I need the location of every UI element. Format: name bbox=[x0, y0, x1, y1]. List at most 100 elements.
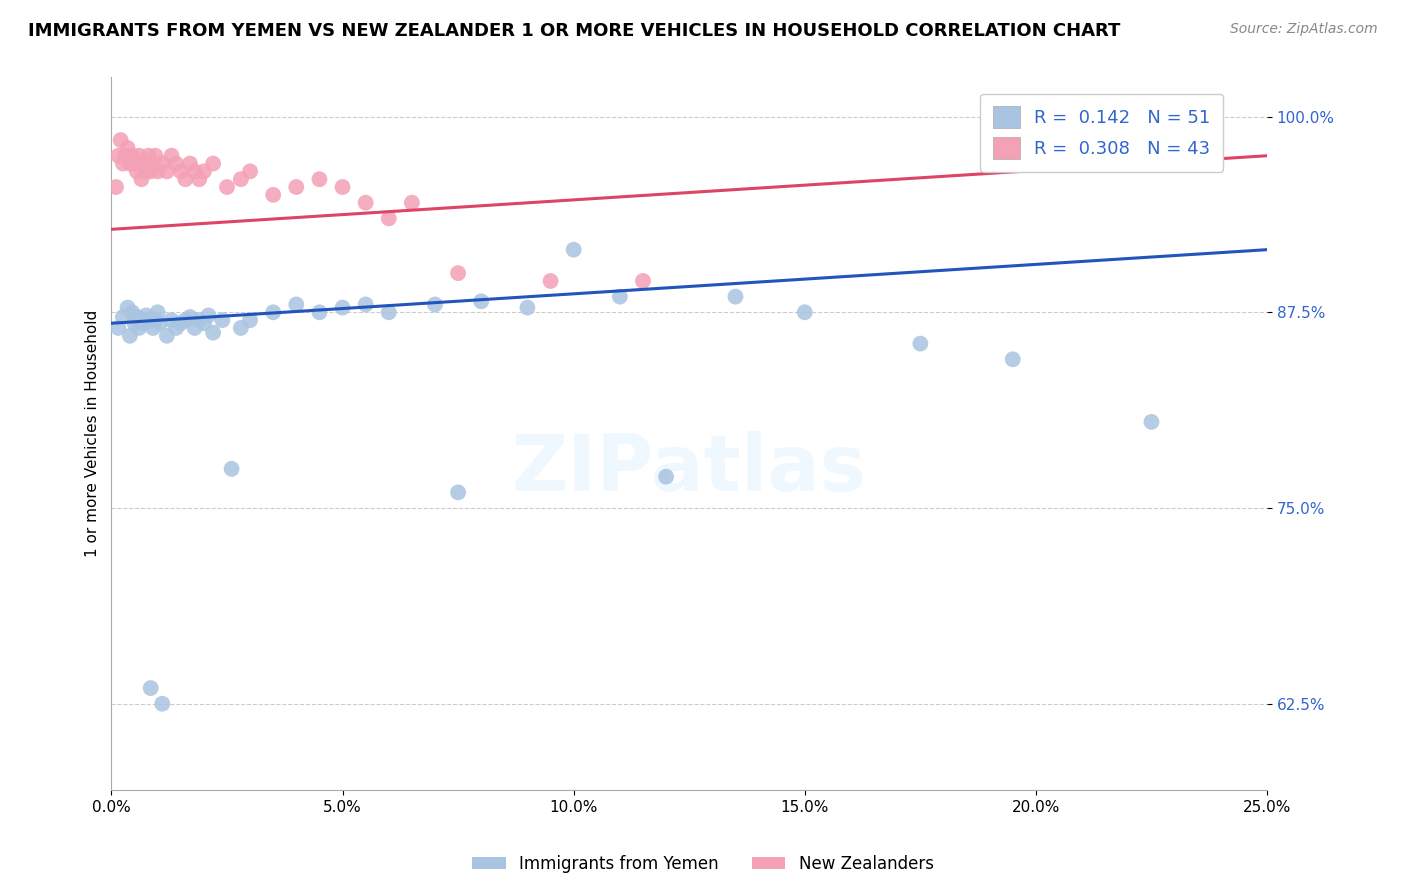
Text: Source: ZipAtlas.com: Source: ZipAtlas.com bbox=[1230, 22, 1378, 37]
Point bbox=[193, 164, 215, 178]
Point bbox=[655, 469, 678, 483]
Point bbox=[179, 310, 201, 324]
Point bbox=[516, 301, 538, 315]
Point bbox=[215, 180, 238, 194]
Point bbox=[378, 305, 401, 319]
Point bbox=[105, 180, 128, 194]
Point bbox=[160, 149, 183, 163]
Point bbox=[188, 313, 211, 327]
Point bbox=[165, 156, 187, 170]
Legend: Immigrants from Yemen, New Zealanders: Immigrants from Yemen, New Zealanders bbox=[465, 848, 941, 880]
Point bbox=[262, 305, 284, 319]
Point bbox=[378, 211, 401, 226]
Point bbox=[150, 697, 173, 711]
Point bbox=[183, 321, 205, 335]
Point bbox=[125, 164, 148, 178]
Point bbox=[125, 310, 148, 324]
Point bbox=[188, 172, 211, 186]
Point bbox=[202, 326, 225, 340]
Point bbox=[308, 172, 330, 186]
Point bbox=[239, 164, 262, 178]
Point bbox=[174, 172, 197, 186]
Point bbox=[183, 164, 205, 178]
Point bbox=[139, 164, 162, 178]
Point bbox=[423, 297, 446, 311]
Point bbox=[156, 164, 179, 178]
Point bbox=[285, 180, 308, 194]
Point bbox=[332, 301, 354, 315]
Point bbox=[285, 297, 308, 311]
Point bbox=[540, 274, 562, 288]
Point bbox=[332, 180, 354, 194]
Point bbox=[117, 141, 139, 155]
Point bbox=[910, 336, 932, 351]
Point bbox=[308, 305, 330, 319]
Point bbox=[211, 313, 233, 327]
Point bbox=[132, 156, 155, 170]
Point bbox=[156, 328, 179, 343]
Point bbox=[124, 156, 146, 170]
Point bbox=[239, 313, 262, 327]
Point bbox=[128, 321, 150, 335]
Point bbox=[146, 164, 169, 178]
Point bbox=[160, 313, 183, 327]
Point bbox=[121, 149, 143, 163]
Point bbox=[110, 133, 132, 147]
Text: ZIPatlas: ZIPatlas bbox=[512, 431, 866, 508]
Point bbox=[132, 316, 155, 330]
Point bbox=[143, 313, 166, 327]
Point bbox=[221, 462, 243, 476]
Point bbox=[1001, 352, 1024, 367]
Point bbox=[202, 156, 225, 170]
Point bbox=[107, 149, 129, 163]
Point bbox=[135, 309, 157, 323]
Point bbox=[562, 243, 585, 257]
Point bbox=[174, 313, 197, 327]
Point bbox=[170, 164, 193, 178]
Point bbox=[124, 316, 146, 330]
Point bbox=[197, 309, 219, 323]
Point bbox=[262, 187, 284, 202]
Y-axis label: 1 or more Vehicles in Household: 1 or more Vehicles in Household bbox=[86, 310, 100, 558]
Point bbox=[142, 156, 165, 170]
Point bbox=[139, 681, 162, 695]
Point bbox=[170, 316, 193, 330]
Point bbox=[111, 310, 134, 324]
Point bbox=[121, 305, 143, 319]
Point bbox=[470, 294, 492, 309]
Point bbox=[135, 164, 157, 178]
Point bbox=[793, 305, 815, 319]
Point bbox=[128, 149, 150, 163]
Point bbox=[149, 316, 172, 330]
Point bbox=[111, 156, 134, 170]
Point bbox=[229, 321, 252, 335]
Point bbox=[1140, 415, 1163, 429]
Point bbox=[138, 149, 160, 163]
Point bbox=[114, 149, 136, 163]
Legend: R =  0.142   N = 51, R =  0.308   N = 43: R = 0.142 N = 51, R = 0.308 N = 43 bbox=[980, 94, 1223, 172]
Point bbox=[354, 297, 377, 311]
Point bbox=[107, 321, 129, 335]
Point bbox=[724, 290, 747, 304]
Point bbox=[146, 305, 169, 319]
Point bbox=[609, 290, 631, 304]
Point bbox=[138, 313, 160, 327]
Point bbox=[143, 149, 166, 163]
Point bbox=[118, 328, 141, 343]
Point bbox=[447, 485, 470, 500]
Point bbox=[118, 156, 141, 170]
Point bbox=[354, 195, 377, 210]
Point bbox=[142, 321, 165, 335]
Text: IMMIGRANTS FROM YEMEN VS NEW ZEALANDER 1 OR MORE VEHICLES IN HOUSEHOLD CORRELATI: IMMIGRANTS FROM YEMEN VS NEW ZEALANDER 1… bbox=[28, 22, 1121, 40]
Point bbox=[131, 172, 153, 186]
Point bbox=[150, 156, 173, 170]
Point bbox=[131, 313, 153, 327]
Point bbox=[401, 195, 423, 210]
Point bbox=[631, 274, 654, 288]
Point bbox=[229, 172, 252, 186]
Point bbox=[179, 156, 201, 170]
Point bbox=[117, 301, 139, 315]
Point bbox=[193, 316, 215, 330]
Point bbox=[165, 321, 187, 335]
Point bbox=[447, 266, 470, 280]
